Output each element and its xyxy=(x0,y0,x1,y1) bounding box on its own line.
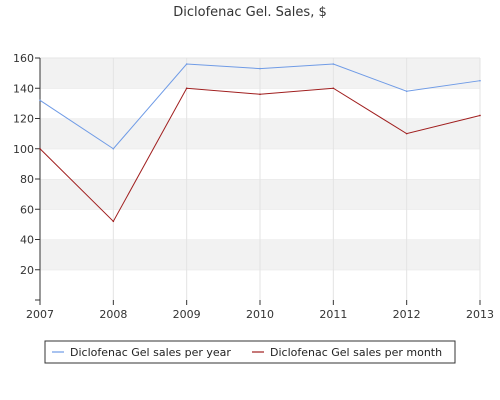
series-2-point xyxy=(185,87,188,90)
series-1-point xyxy=(259,67,261,70)
series-1-point xyxy=(479,79,481,82)
x-tick-label: 2013 xyxy=(466,308,494,321)
series-1-point xyxy=(405,90,408,93)
y-tick-label: 80 xyxy=(20,173,34,186)
series-2-point xyxy=(479,114,481,117)
y-tick-label: 20 xyxy=(20,264,34,277)
series-1-point xyxy=(39,99,41,102)
series-lines xyxy=(39,63,481,223)
y-tick-label: 100 xyxy=(13,143,34,156)
x-tick-label: 2010 xyxy=(246,308,274,321)
series-2-point xyxy=(332,87,335,90)
y-ticks: 20 40 60 80 100 120 140 160 xyxy=(13,52,40,301)
series-2-point xyxy=(259,93,261,96)
x-tick-label: 2009 xyxy=(173,308,201,321)
series-2-point xyxy=(39,147,41,150)
y-tick-label: 160 xyxy=(13,52,34,65)
y-tick-label: 60 xyxy=(20,203,34,216)
x-tick-label: 2008 xyxy=(99,308,127,321)
y-tick-label: 120 xyxy=(13,113,34,126)
series-2-point xyxy=(405,132,408,135)
series-1-point xyxy=(112,147,115,150)
x-ticks: 2007 2008 2009 2010 2011 2012 2013 xyxy=(26,300,494,321)
y-tick-label: 40 xyxy=(20,234,34,247)
series-1-point xyxy=(185,63,188,65)
legend-box xyxy=(44,340,456,364)
x-tick-label: 2007 xyxy=(26,308,54,321)
series-2-point xyxy=(112,220,115,223)
series-1-point xyxy=(332,63,335,65)
legend-label-2: Diclofenac Gel sales per month xyxy=(270,346,442,359)
legend-label-1: Diclofenac Gel sales per year xyxy=(70,346,231,359)
x-tick-label: 2012 xyxy=(393,308,421,321)
legend: Diclofenac Gel sales per year Diclofenac … xyxy=(44,340,456,364)
chart-title: Diclofenac Gel. Sales, $ xyxy=(173,5,326,20)
x-tick-label: 2011 xyxy=(319,308,347,321)
y-tick-label: 140 xyxy=(13,82,34,95)
